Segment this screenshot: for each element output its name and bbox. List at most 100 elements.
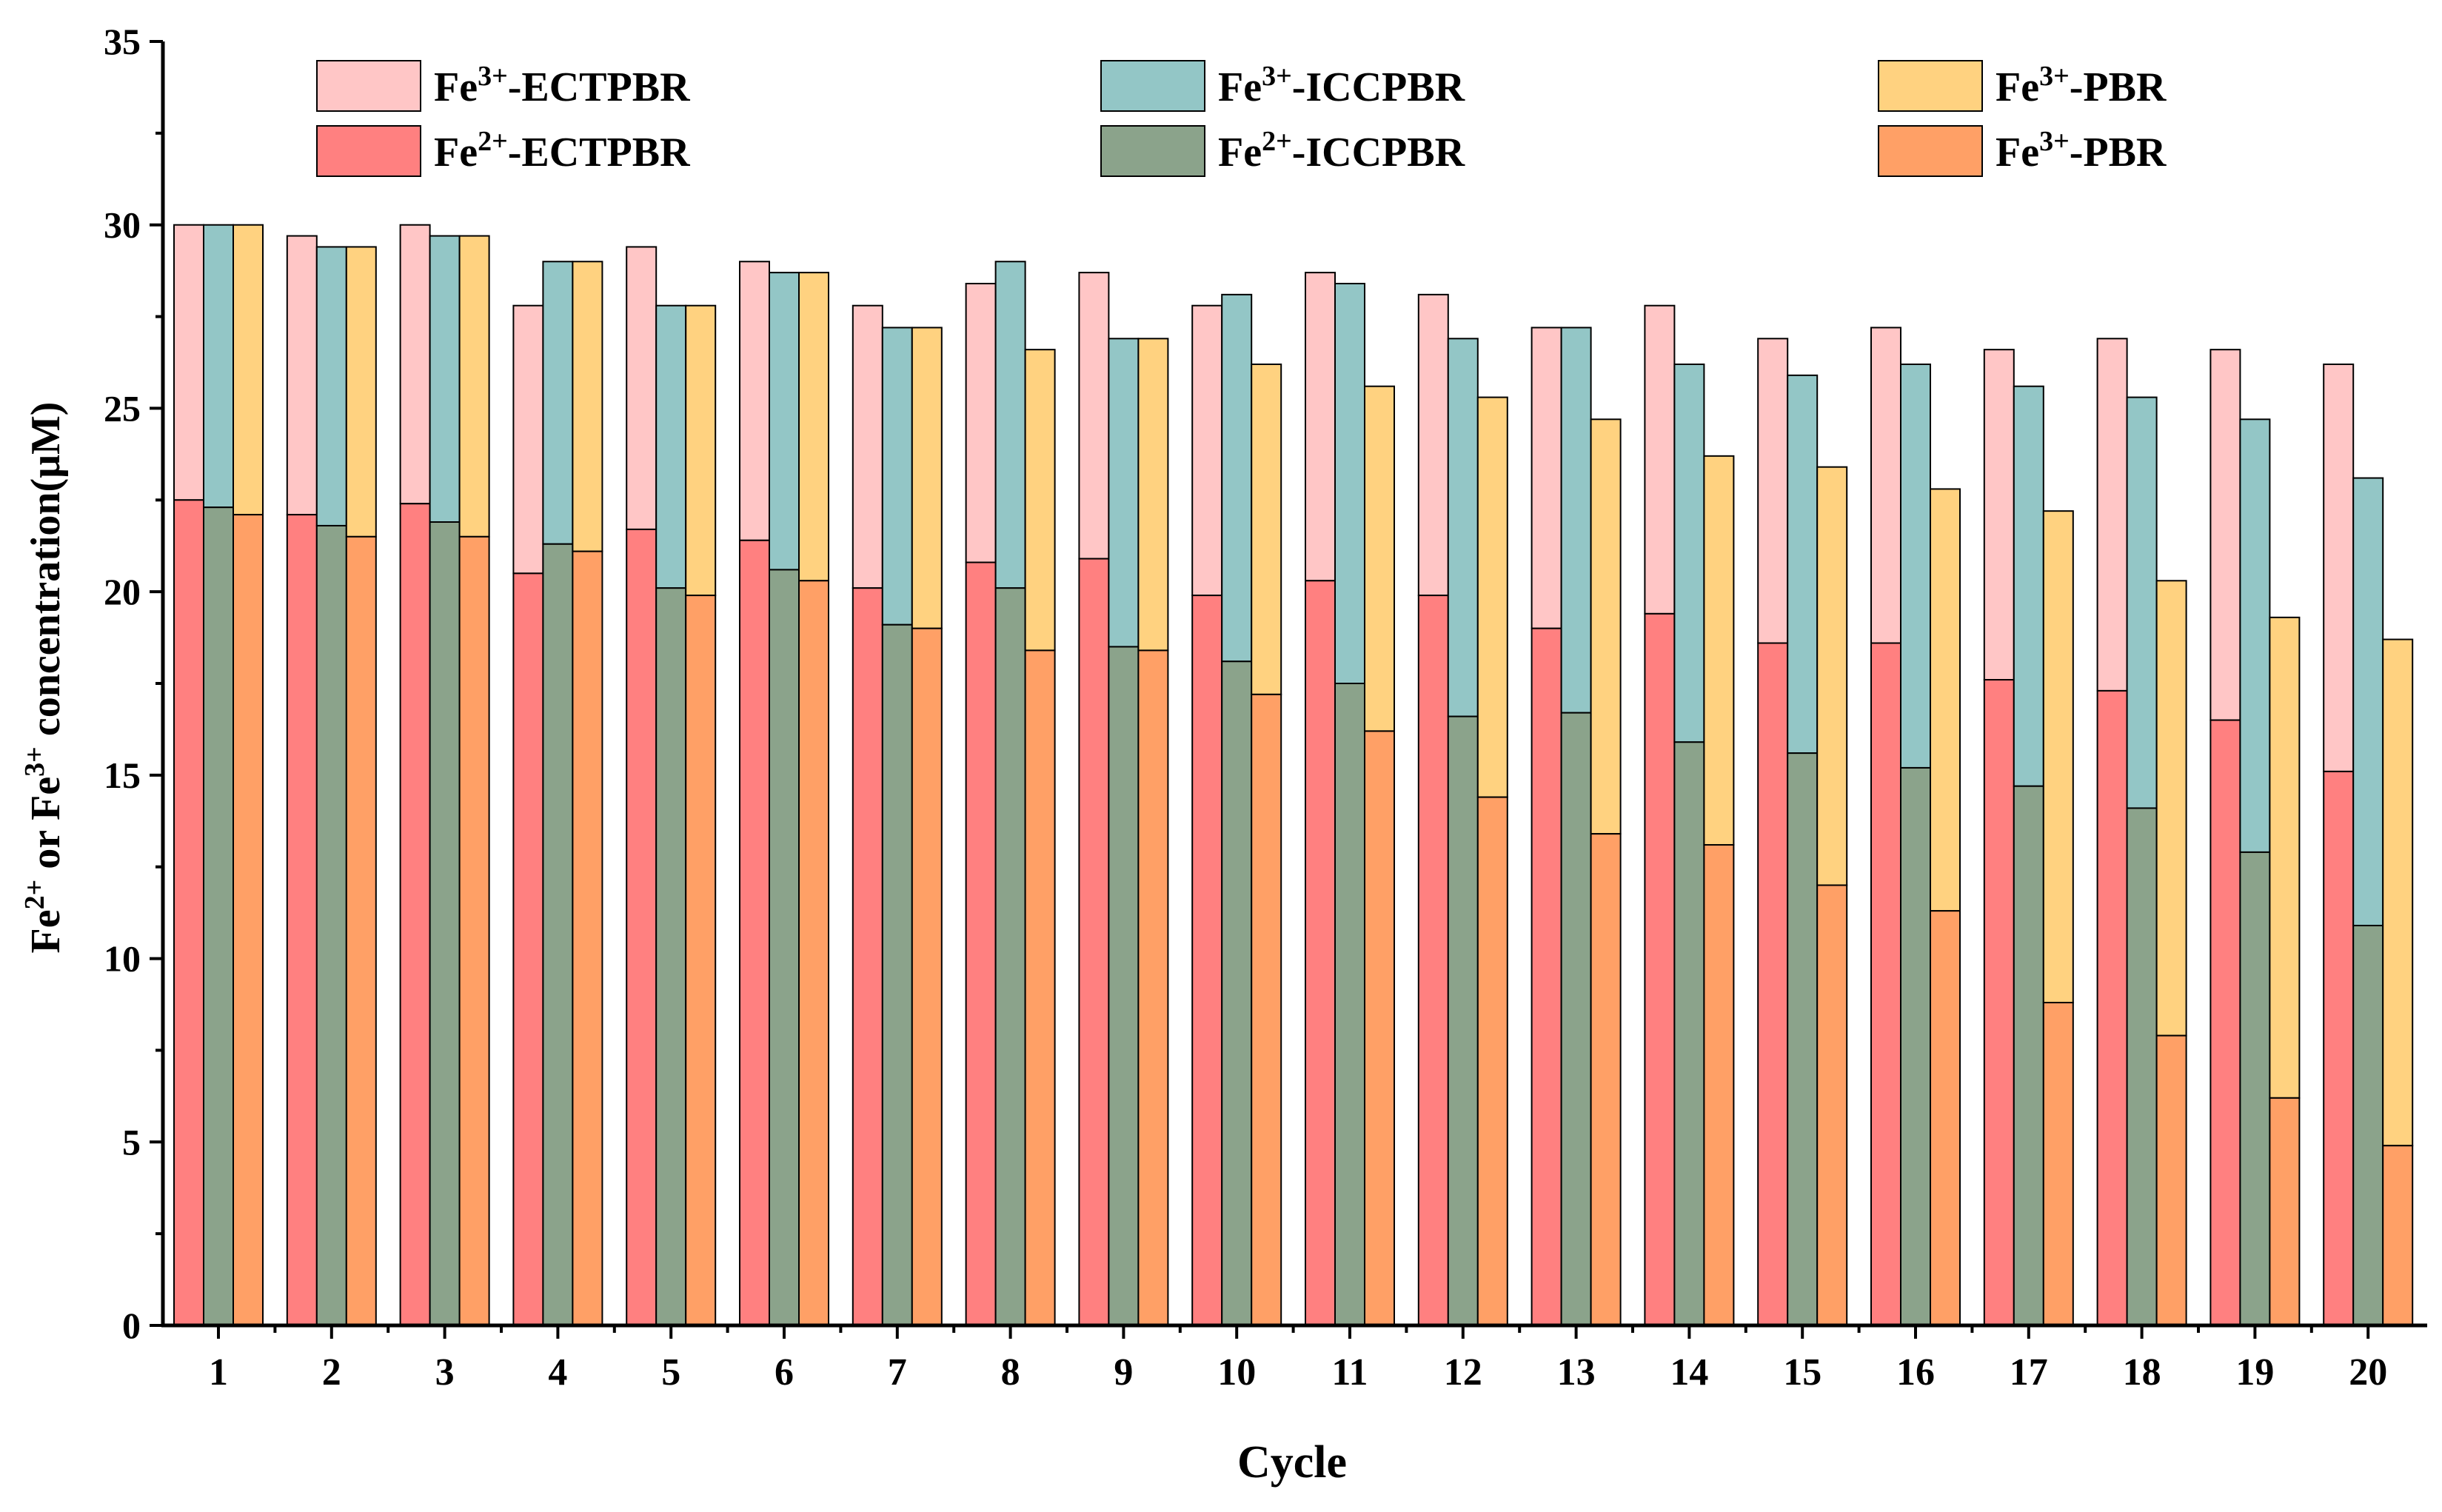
bar-iccpbr-lower-cycle-11 xyxy=(1334,683,1365,1326)
bar-pbr-lower-cycle-12 xyxy=(1476,796,1508,1326)
x-tick-label: 15 xyxy=(1783,1351,1822,1394)
bar-pbr-lower-cycle-5 xyxy=(685,595,717,1326)
bar-ectpbr-lower-cycle-18 xyxy=(2096,689,2128,1326)
bar-pbr-total-cycle-3 xyxy=(458,235,490,538)
bar-ectpbr-total-cycle-12 xyxy=(1417,293,1449,597)
bar-iccpbr-lower-cycle-5 xyxy=(655,587,687,1326)
y-tick-label: 35 xyxy=(104,21,141,62)
x-tick-label: 20 xyxy=(2349,1351,2387,1394)
bar-ectpbr-total-cycle-2 xyxy=(286,235,318,516)
bar-iccpbr-lower-cycle-10 xyxy=(1221,660,1253,1326)
bar-iccpbr-total-cycle-7 xyxy=(881,327,913,626)
y-axis-title-part: Fe xyxy=(23,909,69,953)
bar-ectpbr-total-cycle-17 xyxy=(1983,349,2015,681)
bar-ectpbr-lower-cycle-11 xyxy=(1305,580,1336,1326)
x-tick-label: 9 xyxy=(1114,1351,1133,1394)
bar-pbr-total-cycle-6 xyxy=(798,272,829,582)
bar-pbr-lower-cycle-8 xyxy=(1024,649,1056,1326)
bar-pbr-total-cycle-4 xyxy=(572,261,603,552)
y-tick-label: 30 xyxy=(104,204,141,246)
bar-iccpbr-lower-cycle-18 xyxy=(2126,807,2158,1326)
bar-ectpbr-total-cycle-13 xyxy=(1531,327,1562,629)
bar-ectpbr-lower-cycle-16 xyxy=(1870,642,1901,1326)
legend-swatch xyxy=(1100,125,1205,177)
bar-ectpbr-lower-cycle-17 xyxy=(1983,679,2015,1326)
bar-iccpbr-lower-cycle-14 xyxy=(1673,741,1705,1326)
bar-iccpbr-total-cycle-20 xyxy=(2352,477,2384,926)
bar-pbr-lower-cycle-4 xyxy=(572,550,603,1326)
x-tick-label: 2 xyxy=(322,1351,341,1394)
bar-iccpbr-lower-cycle-9 xyxy=(1108,646,1140,1326)
bar-ectpbr-total-cycle-6 xyxy=(739,261,770,541)
bars xyxy=(173,224,2414,1327)
bar-pbr-total-cycle-16 xyxy=(1930,488,1961,912)
bar-iccpbr-total-cycle-10 xyxy=(1221,293,1253,663)
x-tick-label: 14 xyxy=(1670,1351,1708,1394)
bar-pbr-total-cycle-20 xyxy=(2382,638,2414,1147)
bar-iccpbr-total-cycle-11 xyxy=(1334,282,1365,684)
x-tick-label: 1 xyxy=(209,1351,228,1394)
x-tick-label: 17 xyxy=(2010,1351,2048,1394)
bar-pbr-lower-cycle-1 xyxy=(233,514,264,1326)
bar-pbr-total-cycle-14 xyxy=(1703,455,1735,846)
legend-swatch xyxy=(1100,60,1205,112)
bar-pbr-total-cycle-10 xyxy=(1251,363,1282,695)
bar-iccpbr-lower-cycle-1 xyxy=(203,506,234,1326)
bar-pbr-total-cycle-15 xyxy=(1816,466,1848,886)
x-axis-title: Cycle xyxy=(1237,1437,1347,1488)
bar-iccpbr-lower-cycle-15 xyxy=(1787,752,1819,1326)
y-axis-title: Fe2+ or Fe3+ concentration(μM) xyxy=(19,402,69,954)
bar-pbr-lower-cycle-10 xyxy=(1251,693,1282,1326)
bar-ectpbr-lower-cycle-6 xyxy=(739,539,770,1326)
bar-iccpbr-lower-cycle-4 xyxy=(542,543,574,1326)
y-axis-title-part: concentration(μM) xyxy=(23,402,69,747)
bar-ectpbr-total-cycle-15 xyxy=(1757,338,1789,644)
bar-ectpbr-lower-cycle-8 xyxy=(965,561,997,1326)
x-tick-label: 10 xyxy=(1217,1351,1256,1394)
bar-iccpbr-lower-cycle-13 xyxy=(1560,712,1592,1326)
bar-ectpbr-total-cycle-5 xyxy=(626,246,658,530)
bar-iccpbr-total-cycle-13 xyxy=(1560,327,1592,714)
x-tick-label: 6 xyxy=(775,1351,794,1394)
bar-ectpbr-total-cycle-19 xyxy=(2209,349,2241,721)
bar-iccpbr-lower-cycle-17 xyxy=(2013,785,2044,1326)
bar-ectpbr-total-cycle-11 xyxy=(1305,272,1336,582)
x-tick-label: 4 xyxy=(548,1351,567,1394)
bar-pbr-lower-cycle-18 xyxy=(2155,1034,2187,1327)
x-tick-label: 5 xyxy=(661,1351,680,1394)
bar-ectpbr-total-cycle-20 xyxy=(2323,363,2355,772)
bar-ectpbr-total-cycle-18 xyxy=(2096,338,2128,692)
bar-iccpbr-total-cycle-14 xyxy=(1673,363,1705,743)
y-tick-label: 20 xyxy=(104,571,141,612)
bar-pbr-lower-cycle-13 xyxy=(1590,833,1622,1326)
bar-iccpbr-total-cycle-18 xyxy=(2126,396,2158,809)
bar-iccpbr-lower-cycle-8 xyxy=(994,587,1026,1326)
bar-iccpbr-total-cycle-15 xyxy=(1787,374,1819,755)
bar-ectpbr-total-cycle-1 xyxy=(173,224,204,501)
bar-iccpbr-lower-cycle-19 xyxy=(2239,851,2271,1326)
bar-pbr-lower-cycle-2 xyxy=(345,535,377,1326)
bar-iccpbr-lower-cycle-2 xyxy=(315,524,347,1326)
x-tick-label: 7 xyxy=(888,1351,907,1394)
legend-swatch xyxy=(1878,60,1983,112)
bar-ectpbr-lower-cycle-4 xyxy=(512,572,544,1326)
bar-pbr-total-cycle-17 xyxy=(2042,510,2074,1004)
bar-pbr-total-cycle-13 xyxy=(1590,418,1622,835)
bar-pbr-total-cycle-12 xyxy=(1476,396,1508,798)
bar-pbr-lower-cycle-17 xyxy=(2042,1002,2074,1326)
bar-iccpbr-total-cycle-9 xyxy=(1108,338,1140,648)
legend-swatch xyxy=(316,60,421,112)
bar-ectpbr-total-cycle-3 xyxy=(399,224,431,505)
y-tick-label: 15 xyxy=(104,755,141,796)
x-tick-label: 11 xyxy=(1331,1351,1368,1394)
bar-ectpbr-lower-cycle-19 xyxy=(2209,719,2241,1326)
legend-label: Fe2+-ICCPBR xyxy=(1218,126,1465,175)
bar-iccpbr-total-cycle-2 xyxy=(315,246,347,526)
bar-iccpbr-lower-cycle-6 xyxy=(769,569,800,1326)
bar-iccpbr-total-cycle-17 xyxy=(2013,385,2044,787)
bar-pbr-total-cycle-11 xyxy=(1364,385,1395,732)
bar-pbr-lower-cycle-7 xyxy=(911,627,943,1326)
bar-ectpbr-lower-cycle-10 xyxy=(1191,595,1223,1326)
bar-pbr-lower-cycle-15 xyxy=(1816,884,1848,1326)
